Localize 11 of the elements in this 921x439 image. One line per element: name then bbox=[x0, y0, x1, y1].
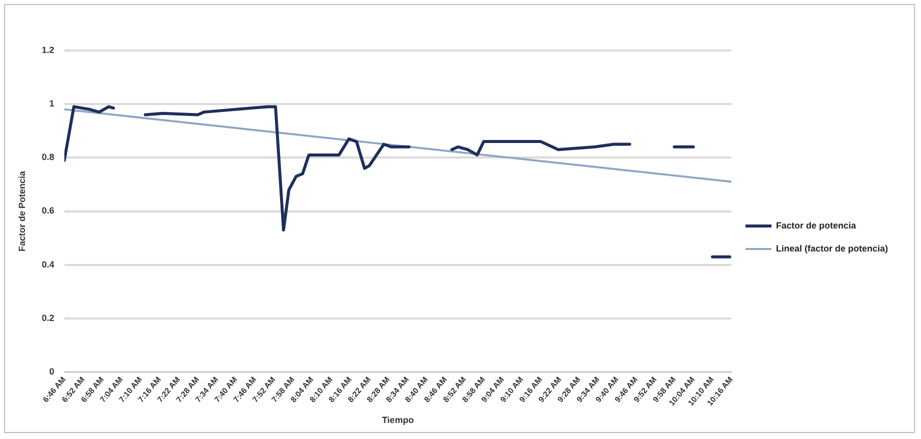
y-tick-label: 1.2 bbox=[42, 44, 54, 55]
y-tick-label: 0.6 bbox=[42, 206, 54, 216]
y-tick-label: 0.8 bbox=[42, 152, 54, 162]
y-tick-label: 0.4 bbox=[42, 259, 54, 270]
y-axis-title: Factor de Potencia bbox=[16, 170, 27, 252]
legend-label: Lineal (factor de potencia) bbox=[776, 243, 888, 254]
y-tick-label: 0 bbox=[49, 366, 54, 377]
x-axis-title: Tiempo bbox=[382, 415, 414, 426]
legend-label: Factor de potencia bbox=[776, 220, 857, 230]
y-tick-label: 0.2 bbox=[42, 312, 54, 323]
y-tick-label: 1 bbox=[49, 98, 54, 109]
